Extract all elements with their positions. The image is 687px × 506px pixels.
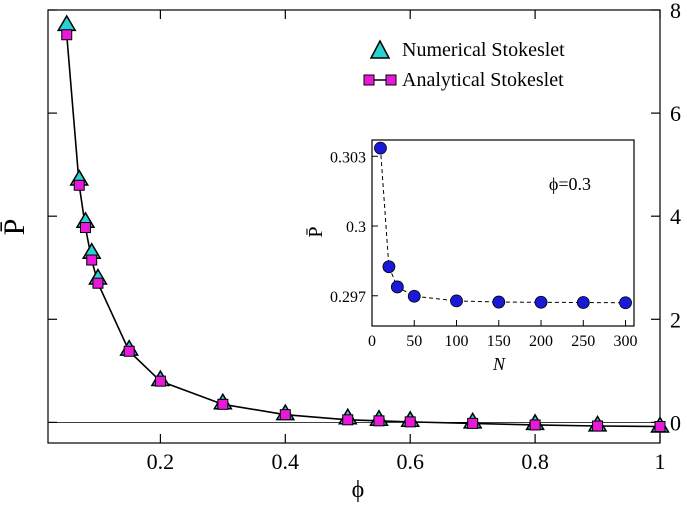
inset-y-ticks: 0.297 0.3 0.303 bbox=[330, 149, 378, 306]
legend-label-numerical: Numerical Stokeslet bbox=[402, 39, 565, 61]
inset-point bbox=[382, 260, 396, 274]
analytical-point bbox=[404, 416, 416, 428]
analytical-point bbox=[217, 398, 229, 410]
analytical-point bbox=[79, 222, 91, 234]
inset-point bbox=[450, 294, 463, 308]
inset-y-tick-label: 0.303 bbox=[330, 149, 366, 166]
inset-point bbox=[619, 296, 632, 310]
analytical-point bbox=[154, 375, 166, 387]
main-x-tick-label: 0.8 bbox=[521, 449, 549, 474]
legend-marker-analytical-left bbox=[363, 74, 375, 86]
inset-x-axis-label: N bbox=[492, 354, 506, 374]
analytical-point bbox=[86, 254, 98, 266]
analytical-point bbox=[279, 409, 291, 421]
legend-label-analytical: Analytical Stokeslet bbox=[402, 69, 564, 91]
inset-x-tick-label: 300 bbox=[614, 333, 638, 350]
inset-y-tick-label: 0.3 bbox=[346, 219, 366, 236]
main-y-tick-label: 6 bbox=[670, 101, 681, 126]
analytical-point bbox=[73, 179, 85, 191]
analytical-point bbox=[654, 421, 666, 433]
main-y-tick-label: 8 bbox=[670, 0, 681, 23]
inset-point bbox=[492, 295, 506, 309]
analytical-point bbox=[342, 414, 354, 426]
inset-point bbox=[576, 296, 590, 309]
inset-x-tick-label: 150 bbox=[487, 333, 511, 350]
analytical-point bbox=[529, 419, 541, 431]
inset-series bbox=[374, 141, 632, 310]
legend: Numerical Stokeslet Analytical Stokeslet bbox=[363, 39, 565, 91]
inset-y-tick-label: 0.297 bbox=[330, 289, 366, 306]
legend-marker-numerical bbox=[369, 39, 391, 59]
inset-point bbox=[374, 141, 387, 155]
main-y-axis-label: P̄ bbox=[0, 219, 31, 236]
inset-point bbox=[534, 295, 548, 309]
analytical-point bbox=[123, 345, 135, 357]
inset-x-tick-label: 0 bbox=[368, 333, 376, 350]
inset-point bbox=[390, 280, 404, 294]
inset-x-tick-label: 50 bbox=[406, 333, 422, 350]
main-x-tick-label: 0.2 bbox=[147, 449, 175, 474]
analytical-point bbox=[467, 417, 479, 429]
main-x-axis-label: ϕ bbox=[352, 477, 365, 503]
main-y-tick-label: 2 bbox=[670, 307, 681, 332]
main-x-ticks: 0.2 0.4 0.6 0.8 1 bbox=[147, 10, 666, 474]
main-x-tick-label: 0.4 bbox=[272, 449, 300, 474]
analytical-point bbox=[373, 415, 385, 427]
inset-x-tick-label: 100 bbox=[445, 333, 469, 350]
inset-point bbox=[407, 289, 421, 303]
legend-marker-analytical-right bbox=[385, 74, 397, 86]
inset-x-tick-label: 200 bbox=[529, 333, 553, 350]
main-x-tick-label: 1 bbox=[655, 449, 666, 474]
inset-x-ticks: 0 50 100 150 200 250 300 bbox=[368, 320, 638, 350]
analytical-point bbox=[592, 420, 604, 432]
inset-y-axis-label: P̄ bbox=[305, 226, 327, 237]
analytical-point bbox=[61, 29, 73, 41]
inset-annotation: ϕ=0.3 bbox=[549, 174, 591, 194]
main-series bbox=[56, 14, 670, 433]
main-y-ticks: 0 2 4 6 8 bbox=[48, 0, 681, 435]
inset-x-tick-label: 250 bbox=[571, 333, 595, 350]
inset-series-line bbox=[379, 148, 626, 304]
main-y-tick-label: 0 bbox=[670, 410, 681, 435]
main-y-tick-label: 4 bbox=[670, 204, 681, 229]
analytical-point bbox=[92, 277, 104, 289]
main-x-tick-label: 0.6 bbox=[396, 449, 424, 474]
analytical-series-line bbox=[65, 34, 661, 428]
